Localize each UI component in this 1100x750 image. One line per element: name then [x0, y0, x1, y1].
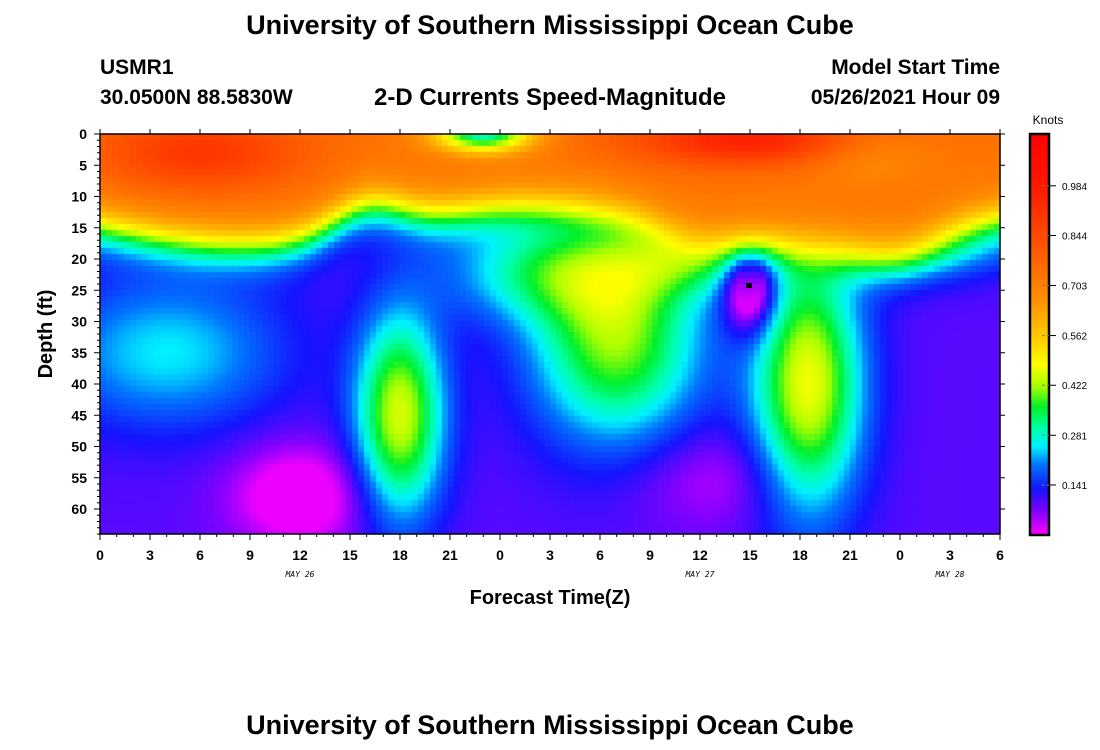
marker-point [746, 283, 752, 288]
y-tick-label: 10 [71, 189, 87, 205]
colorbar-unit: Knots [1033, 113, 1064, 127]
model-start-value: 05/26/2021 Hour 09 [810, 86, 1000, 109]
x-tick-label: 6 [196, 547, 204, 563]
y-tick-label: 50 [71, 439, 87, 455]
y-axis: 0 5 10 15 20 25 30 35 40 45 50 55 60 [71, 126, 1005, 535]
y-tick-label: 15 [71, 220, 87, 236]
colorbar-bar [1028, 132, 1051, 537]
x-tick-label: 12 [292, 547, 308, 563]
x-tick-label: 21 [442, 547, 458, 563]
x-tick-label: 9 [246, 547, 254, 563]
colorbar-tick-label: 0.844 [1062, 231, 1087, 242]
x-tick-label: 9 [646, 547, 654, 563]
x-tick-label: 0 [896, 547, 904, 563]
station-id: USMR1 [100, 56, 174, 79]
x-tick-label: 21 [842, 547, 858, 563]
colorbar: Knots 0.984 0.844 0.703 0.562 0.422 0.281 0.14… [1028, 113, 1087, 537]
date-label: MAY 28 [935, 570, 965, 579]
y-axis-title: Depth (ft) [35, 290, 57, 379]
colorbar-tick-label: 0.703 [1062, 282, 1087, 293]
x-tick-label: 15 [342, 547, 358, 563]
x-axis: 0 3 6 9 12 15 18 21 0 3 6 9 12 15 18 21 0 3 6 [96, 129, 1004, 563]
station-coordinates: 30.0500N 88.5830W [100, 86, 293, 109]
y-tick-label: 60 [71, 501, 87, 517]
model-start-label: Model Start Time [831, 56, 1000, 79]
colorbar-tick-label: 0.141 [1062, 481, 1087, 492]
y-tick-label: 55 [71, 470, 87, 486]
page-title: University of Southern Mississippi Ocean… [246, 10, 854, 40]
y-tick-label: 25 [71, 282, 87, 298]
x-tick-label: 6 [596, 547, 604, 563]
x-tick-label: 18 [392, 547, 408, 563]
plot-title: 2-D Currents Speed-Magnitude [373, 84, 727, 111]
date-labels: MAY 26 MAY 27 MAY 28 [285, 570, 965, 579]
heatmap-surface [100, 134, 1000, 534]
current-speed-chart: 0 3 6 9 12 15 18 21 0 3 6 9 12 15 18 21 0 3 6 0 5 10 15 20 25 30… [35, 113, 1087, 609]
colorbar-tick-label: 0.562 [1062, 332, 1087, 343]
y-tick-label: 45 [71, 407, 87, 423]
y-tick-label: 0 [79, 126, 87, 142]
date-label: MAY 27 [685, 570, 715, 579]
y-tick-label: 35 [71, 345, 87, 361]
y-tick-label: 30 [71, 314, 87, 330]
y-tick-label: 5 [79, 157, 87, 173]
date-label: MAY 26 [285, 570, 315, 579]
colorbar-tick-label: 0.984 [1062, 182, 1087, 193]
x-tick-label: 0 [496, 547, 504, 563]
x-tick-label: 18 [792, 547, 808, 563]
x-tick-label: 3 [146, 547, 154, 563]
x-axis-title: Forecast Time(Z) [470, 587, 631, 609]
x-tick-label: 3 [946, 547, 954, 563]
x-tick-label: 15 [742, 547, 758, 563]
footer-title: University of Southern Mississippi Ocean… [246, 710, 854, 740]
colorbar-tick-label: 0.281 [1062, 431, 1087, 442]
x-tick-label: 3 [546, 547, 554, 563]
x-tick-label: 6 [996, 547, 1004, 563]
y-tick-label: 20 [71, 251, 87, 267]
y-tick-label: 40 [71, 376, 87, 392]
x-tick-label: 0 [96, 547, 104, 563]
colorbar-tick-label: 0.422 [1062, 381, 1087, 392]
x-tick-label: 12 [692, 547, 708, 563]
